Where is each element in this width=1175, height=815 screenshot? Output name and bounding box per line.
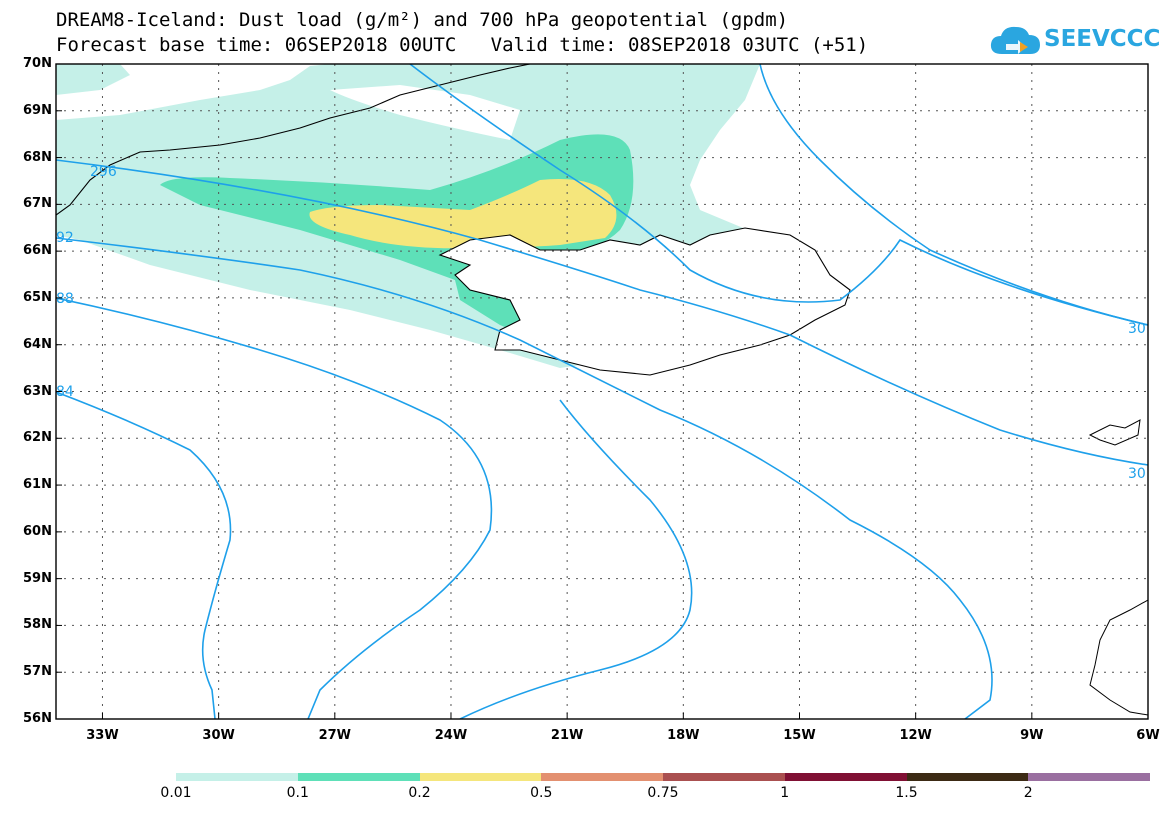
lon-label: 18W xyxy=(667,728,700,743)
lat-label: 62N xyxy=(23,430,52,446)
lon-label: 12W xyxy=(899,728,932,743)
lat-label: 60N xyxy=(23,523,52,539)
contour-292 xyxy=(56,237,993,719)
colorbar-label: 0.1 xyxy=(286,785,309,801)
contour-296 xyxy=(56,159,1148,466)
greenland-coast xyxy=(56,64,531,216)
contour-label-300a: 30 xyxy=(1128,321,1146,337)
colorbar-segment xyxy=(1028,773,1150,781)
colorbar-segment xyxy=(176,773,298,781)
colorbar-segment xyxy=(663,773,785,781)
colorbar-segment xyxy=(784,773,907,781)
lat-label: 69N xyxy=(23,102,52,118)
lat-label: 67N xyxy=(23,196,52,212)
lon-label: 30W xyxy=(202,728,235,743)
colorbar-label: 2 xyxy=(1023,785,1033,801)
colorbar-label: 0.75 xyxy=(647,785,679,801)
lat-label: 58N xyxy=(23,617,52,633)
contour-label-284: 84 xyxy=(56,384,74,400)
colorbar xyxy=(176,773,1150,781)
lat-label: 61N xyxy=(23,477,52,493)
logo-text: SEEVCCC xyxy=(1044,26,1161,52)
contour-300-upper xyxy=(409,64,1148,326)
colorbar-label: 0.01 xyxy=(160,785,192,801)
cloud-icon xyxy=(990,26,1040,54)
colorbar-segment xyxy=(419,773,542,781)
lat-label: 64N xyxy=(23,336,52,352)
lon-label: 9W xyxy=(1020,728,1044,743)
contour-284 xyxy=(56,391,232,719)
faroe-coast xyxy=(1088,419,1141,446)
lat-label: 57N xyxy=(23,664,52,680)
lat-label: 66N xyxy=(23,243,52,259)
lat-label: 65N xyxy=(23,289,52,305)
lat-label: 59N xyxy=(23,570,52,586)
dust-region-02 xyxy=(309,179,617,249)
contour-288 xyxy=(56,297,493,719)
contour-288b xyxy=(459,399,693,719)
scotland-coast xyxy=(1089,599,1148,716)
contour-label-288: 88 xyxy=(56,291,74,307)
iceland-landmass xyxy=(438,227,851,376)
title-line-2: Forecast base time: 06SEP2018 00UTC Vali… xyxy=(56,34,869,56)
colorbar-label: 1.5 xyxy=(895,785,918,801)
lat-label: 68N xyxy=(23,149,52,165)
dust-region-001b xyxy=(56,64,130,95)
lat-label: 63N xyxy=(23,383,52,399)
lat-label: 56N xyxy=(23,711,52,726)
lon-label: 24W xyxy=(434,728,468,743)
colorbar-label: 0.5 xyxy=(530,785,553,801)
contour-300-east xyxy=(759,64,1148,326)
lon-label: 15W xyxy=(783,728,816,743)
contour-label-300b: 30 xyxy=(1128,466,1146,482)
lon-label: 6W xyxy=(1136,728,1160,743)
title-line-1: DREAM8-Iceland: Dust load (g/m²) and 700… xyxy=(56,9,789,31)
colorbar-label: 1 xyxy=(780,785,790,801)
colorbar-segment xyxy=(541,773,663,781)
lon-label: 33W xyxy=(86,728,119,743)
lon-label: 27W xyxy=(318,728,352,743)
colorbar-label: 0.2 xyxy=(408,785,431,801)
contour-label-296: 296 xyxy=(90,164,117,180)
lon-label: 21W xyxy=(550,728,584,743)
lat-label: 70N xyxy=(23,56,52,71)
colorbar-segment xyxy=(297,773,420,781)
colorbar-segment xyxy=(906,773,1029,781)
contour-label-292: 92 xyxy=(56,230,74,246)
